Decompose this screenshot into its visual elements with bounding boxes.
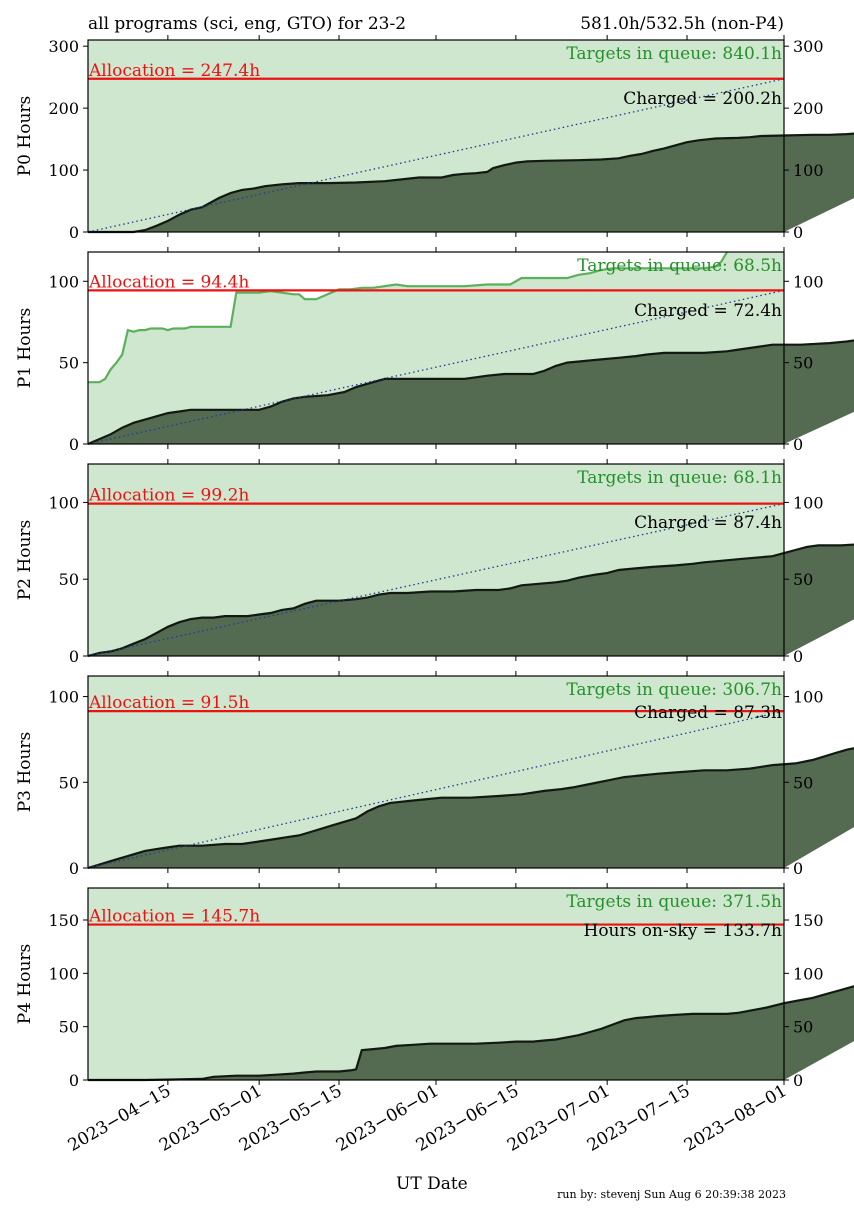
page-title-right: 581.0h/532.5h (non-P4) <box>580 14 784 34</box>
p3-ytick-label-left: 100 <box>48 688 79 707</box>
p1-charged-label: Charged = 72.4h <box>634 301 782 321</box>
p3-ytick-label-right: 50 <box>793 773 813 792</box>
page-title-left: all programs (sci, eng, GTO) for 23-2 <box>88 14 407 34</box>
p4-ytick-label-left: 150 <box>48 911 79 930</box>
p1-allocation-label: Allocation = 94.4h <box>88 272 249 292</box>
p0-ytick-label-left: 100 <box>48 161 79 180</box>
p1-queue-label: Targets in queue: 68.5h <box>577 256 782 276</box>
p1-ytick-label-left: 0 <box>69 435 79 454</box>
p0-charged-area <box>88 133 854 232</box>
p3-allocation-label: Allocation = 91.5h <box>88 693 249 713</box>
p4-charged-label: Hours on-sky = 133.7h <box>584 921 783 941</box>
p3-ylabel: P3 Hours <box>15 732 35 813</box>
p4-ytick-label-right: 50 <box>793 1018 813 1037</box>
p3-ytick-label-right: 100 <box>793 688 824 707</box>
xtick-label: 2023−04−15 <box>65 1081 175 1156</box>
p1-trend-line <box>87 289 785 445</box>
p4-ytick-label-left: 100 <box>48 964 79 983</box>
p2-ylabel: P2 Hours <box>15 520 35 601</box>
p0-trend-line <box>87 78 785 233</box>
p2-charged-area <box>88 544 854 656</box>
p1-ytick-label-right: 0 <box>793 435 803 454</box>
x-axis-label: UT Date <box>396 1174 468 1194</box>
p3-ytick-label-right: 0 <box>793 859 803 878</box>
p2-ytick-label-right: 100 <box>793 493 824 512</box>
p2-queue-label: Targets in queue: 68.1h <box>577 468 782 488</box>
p2-trend-line <box>87 502 785 657</box>
p3-ytick-label-left: 0 <box>69 859 79 878</box>
p2-ytick-label-left: 50 <box>59 570 79 589</box>
p4-ytick-label-right: 150 <box>793 911 824 930</box>
p4-ylabel: P4 Hours <box>15 944 35 1025</box>
p0-ylabel: P0 Hours <box>15 96 35 177</box>
p0-ytick-label-right: 200 <box>793 99 824 118</box>
p2-allocation-label: Allocation = 99.2h <box>88 486 249 506</box>
p4-charged-area <box>88 986 854 1080</box>
p4-ytick-label-left: 50 <box>59 1018 79 1037</box>
p2-ytick-label-right: 50 <box>793 570 813 589</box>
p0-ytick-label-left: 0 <box>69 223 79 242</box>
p3-charged-label: Charged = 87.3h <box>634 703 782 723</box>
p4-charged-line <box>88 985 854 1082</box>
p2-charged-label: Charged = 87.4h <box>634 513 782 533</box>
p4-ytick-label-left: 0 <box>69 1071 79 1090</box>
p0-queue-label: Targets in queue: 840.1h <box>566 44 782 64</box>
p4-ytick-label-right: 0 <box>793 1071 803 1090</box>
p0-charged-label: Charged = 200.2h <box>623 89 782 109</box>
p1-ytick-label-right: 50 <box>793 354 813 373</box>
p0-allocation-label: Allocation = 247.4h <box>88 61 260 81</box>
p0-ytick-label-right: 300 <box>793 37 824 56</box>
p0-ytick-label-left: 200 <box>48 99 79 118</box>
p4-allocation-label: Allocation = 145.7h <box>88 907 260 927</box>
p0-ytick-label-left: 300 <box>48 37 79 56</box>
p4-ytick-label-right: 100 <box>793 964 824 983</box>
p1-queue-mask <box>88 252 727 383</box>
xtick-label: 2023−08−01 <box>681 1081 791 1156</box>
p3-charged-area <box>88 748 854 868</box>
p1-ytick-label-right: 100 <box>793 272 824 291</box>
p0-ytick-label-right: 0 <box>793 223 803 242</box>
p1-queue-line <box>88 251 728 384</box>
p2-ytick-label-right: 0 <box>793 647 803 666</box>
p1-charged-area <box>88 340 854 444</box>
p1-ytick-label-left: 50 <box>59 354 79 373</box>
p1-ytick-label-left: 100 <box>48 272 79 291</box>
run-by-stamp: run by: stevenj Sun Aug 6 20:39:38 2023 <box>557 1188 786 1201</box>
p2-ytick-label-left: 100 <box>48 493 79 512</box>
p2-charged-line <box>87 543 854 658</box>
p0-charged-line <box>88 132 854 234</box>
p3-trend-line <box>87 710 785 869</box>
p3-charged-line <box>87 747 854 870</box>
p3-queue-label: Targets in queue: 306.7h <box>566 680 782 700</box>
p1-ylabel: P1 Hours <box>15 308 35 389</box>
p4-queue-label: Targets in queue: 371.5h <box>566 892 782 912</box>
p2-ytick-label-left: 0 <box>69 647 79 666</box>
p3-ytick-label-left: 50 <box>59 773 79 792</box>
p1-charged-line <box>87 339 854 446</box>
p0-ytick-label-right: 100 <box>793 161 824 180</box>
